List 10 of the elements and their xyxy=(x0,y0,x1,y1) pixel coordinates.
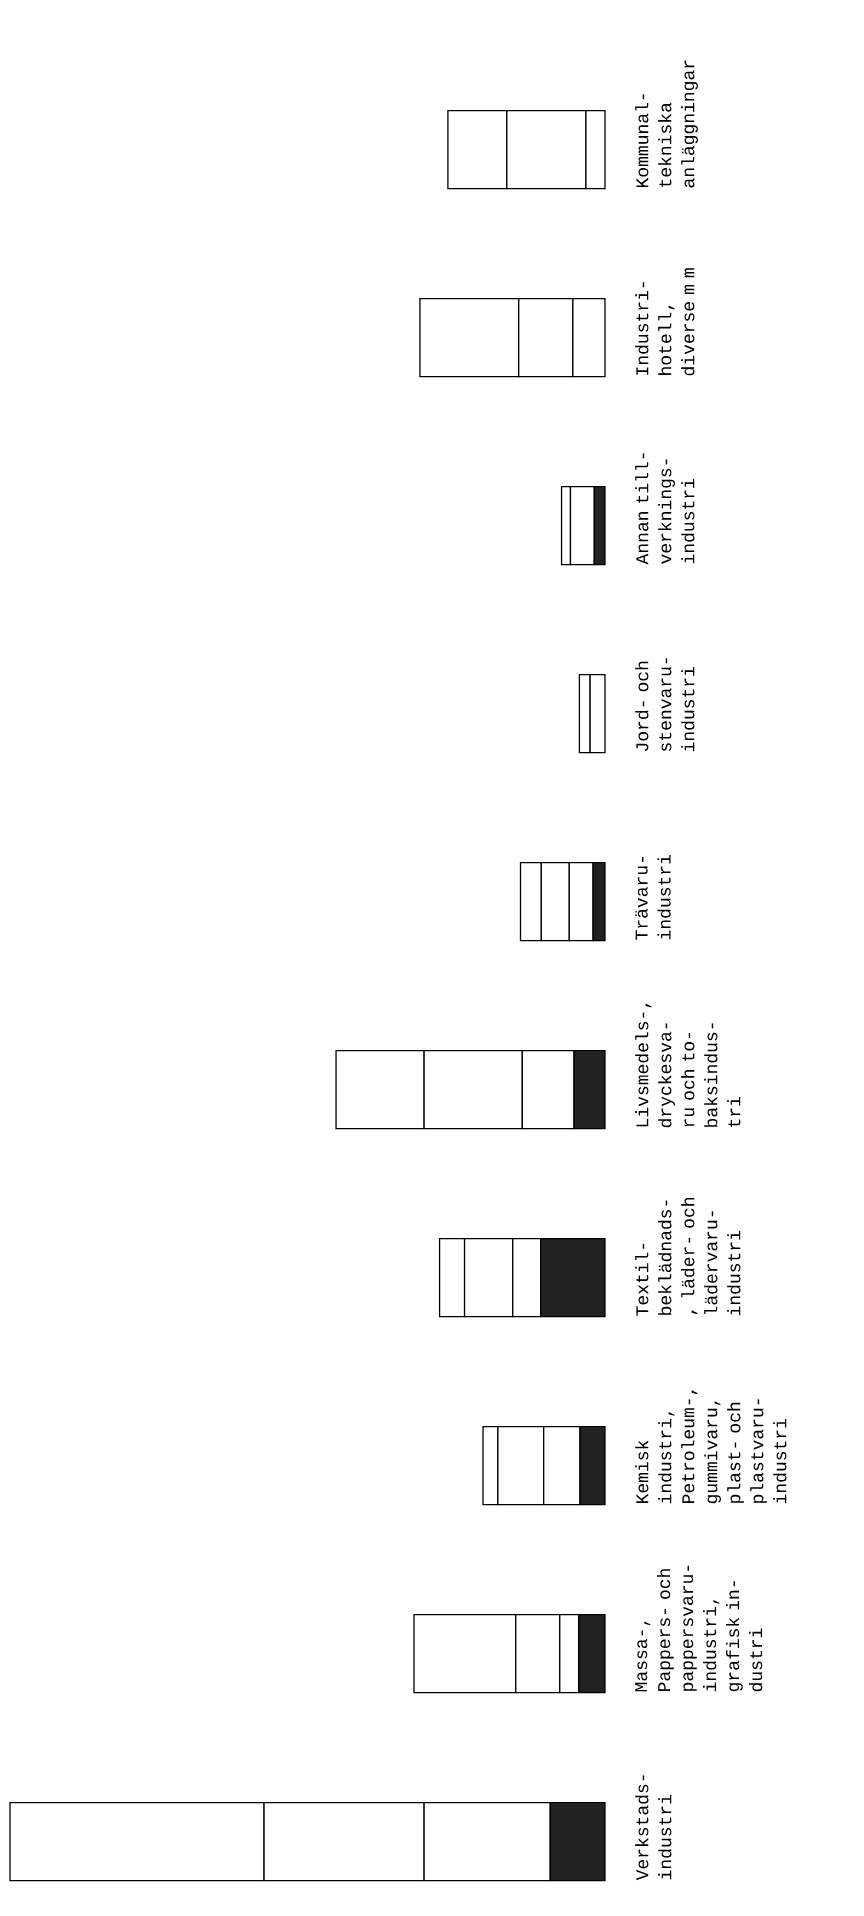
y-tick-label: Kemisk industri, Petroleum-, gummivaru, plast- och plastvaru- industri xyxy=(635,1390,787,1504)
y-tick-label: Massa-, Pappers- och pappersvaru- industri, grafisk in- dustri xyxy=(635,1565,763,1692)
y-tick-label: Verkstads- industri xyxy=(635,1775,672,1881)
y-tick-label: Kommunal- tekniska anläggningar xyxy=(635,60,698,188)
y-tick-label: Jord- och stenvaru- industri xyxy=(635,658,695,752)
y-tick-label: Annan till- verknings- industri xyxy=(635,453,695,565)
y-tick-label: Textil- beklädnads-, läder- och lädervaru- industri xyxy=(635,1198,741,1316)
y-tick-label: Livsmedels-, dryckesva- ru och to- baksindus- tri xyxy=(635,1003,741,1128)
y-tick-label: Industri- hotell, diverse m m xyxy=(635,268,695,376)
y-tick-label: Trävaru- industri xyxy=(635,854,671,940)
